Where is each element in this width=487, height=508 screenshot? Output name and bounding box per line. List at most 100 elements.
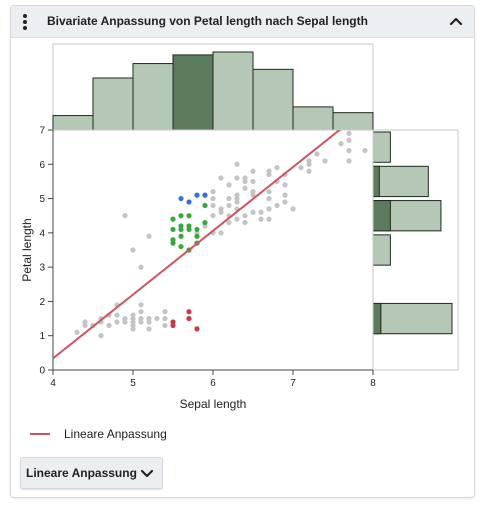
data-point-gray xyxy=(362,147,368,154)
data-point-gray xyxy=(218,230,224,236)
y-axis-title: Petal length xyxy=(20,218,34,281)
x-histogram-bar xyxy=(92,77,134,131)
y-histogram-selected-bar xyxy=(372,200,391,232)
data-point-gray xyxy=(138,315,144,322)
y-tick-label: 7 xyxy=(39,126,45,137)
data-point-gray xyxy=(114,312,120,318)
data-point-gray xyxy=(210,213,216,219)
y-tick-label: 0 xyxy=(39,366,45,377)
data-point-gray xyxy=(138,309,144,315)
data-point-gray xyxy=(210,202,216,209)
data-point-gray xyxy=(234,161,240,167)
data-point-gray xyxy=(226,182,232,188)
x-histogram-bar xyxy=(292,106,334,131)
data-point-green xyxy=(170,240,176,246)
y-histogram-selected-bar xyxy=(372,302,382,335)
data-point-gray xyxy=(274,202,280,209)
data-point-gray xyxy=(346,137,352,143)
data-point-green xyxy=(202,202,208,209)
data-point-gray xyxy=(234,175,240,181)
data-point-gray xyxy=(242,219,248,226)
data-point-gray xyxy=(266,168,272,174)
data-point-red xyxy=(170,319,176,325)
data-point-green xyxy=(178,213,184,219)
data-point-gray xyxy=(226,219,232,226)
data-point-gray xyxy=(146,326,152,332)
data-point-gray xyxy=(210,195,216,202)
data-point-gray xyxy=(98,333,104,339)
data-point-gray xyxy=(226,202,232,209)
data-point-gray xyxy=(250,209,256,215)
bivariate-chart: 4 5 6 7 8 0 1 2 3 4 5 6 7 Sepal length Petal length xyxy=(20,43,459,411)
data-point-gray xyxy=(298,165,304,171)
y-histogram-bar xyxy=(372,165,429,198)
x-tick-label: 4 xyxy=(50,378,56,389)
data-point-green xyxy=(170,226,176,233)
data-point-gray xyxy=(162,309,168,315)
y-tick-label: 4 xyxy=(39,228,45,239)
data-point-green xyxy=(178,243,184,250)
data-point-gray xyxy=(266,189,272,195)
chevron-down-icon xyxy=(140,467,154,479)
linear-fit-dropdown-button[interactable]: Lineare Anpassung xyxy=(20,457,163,489)
panel-header: Bivariate Anpassung von Petal length nac… xyxy=(11,6,474,38)
data-point-gray xyxy=(282,182,288,188)
data-point-green xyxy=(186,226,192,233)
x-histogram-bar xyxy=(172,54,214,131)
data-point-gray xyxy=(266,216,272,222)
data-point-gray xyxy=(82,319,88,325)
y-histogram-bar xyxy=(372,131,391,163)
data-point-gray xyxy=(266,206,272,212)
x-histogram-bar xyxy=(52,115,94,131)
chevron-up-icon[interactable] xyxy=(448,13,464,29)
x-tick-label: 8 xyxy=(370,378,376,389)
data-point-gray xyxy=(130,312,136,318)
data-point-gray xyxy=(306,168,312,174)
data-point-gray xyxy=(138,264,144,270)
data-point-gray xyxy=(154,315,160,322)
data-point-gray xyxy=(162,315,168,322)
data-point-gray xyxy=(218,175,224,181)
more-options-icon[interactable] xyxy=(20,13,30,31)
data-point-gray xyxy=(234,216,240,222)
data-point-gray xyxy=(242,213,248,219)
data-point-gray xyxy=(346,130,352,137)
x-tick-label: 5 xyxy=(130,378,136,389)
y-tick-label: 5 xyxy=(39,194,45,205)
data-point-blue xyxy=(202,192,208,198)
data-point-gray xyxy=(210,189,216,195)
legend-fit-label: Lineare Anpassung xyxy=(64,427,167,441)
data-point-gray xyxy=(138,302,144,308)
y-histogram-bar xyxy=(372,234,391,266)
data-point-green xyxy=(202,219,208,226)
data-point-green xyxy=(178,226,184,233)
x-tick-label: 6 xyxy=(210,378,216,389)
data-point-green xyxy=(194,226,200,233)
data-point-gray xyxy=(314,151,320,157)
y-tick-label: 3 xyxy=(39,263,45,274)
x-histogram-bar xyxy=(252,68,294,131)
data-point-blue xyxy=(194,192,200,198)
data-point-gray xyxy=(122,213,128,219)
y-tick-label: 2 xyxy=(39,297,45,308)
x-histogram-bar xyxy=(212,51,254,131)
linear-fit-button-label: Lineare Anpassung xyxy=(26,466,137,480)
data-point-gray xyxy=(258,216,264,222)
data-point-gray xyxy=(282,192,288,198)
data-point-gray xyxy=(106,322,112,329)
data-point-blue xyxy=(178,195,184,202)
x-tick-label: 7 xyxy=(290,378,296,389)
legend-fit-line-swatch xyxy=(30,433,50,435)
x-histogram-bar xyxy=(332,112,374,131)
data-point-red xyxy=(186,315,192,322)
data-point-gray xyxy=(338,141,344,147)
data-point-green xyxy=(178,233,184,239)
data-point-gray xyxy=(250,168,256,174)
data-point-green xyxy=(170,216,176,222)
data-point-gray xyxy=(146,233,152,239)
data-point-red xyxy=(186,309,192,315)
data-point-gray xyxy=(234,192,240,198)
data-point-gray xyxy=(146,315,152,322)
data-point-gray xyxy=(306,158,312,164)
data-point-red xyxy=(194,326,200,332)
